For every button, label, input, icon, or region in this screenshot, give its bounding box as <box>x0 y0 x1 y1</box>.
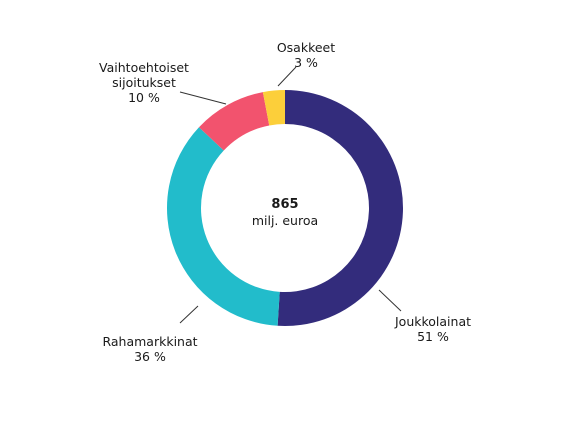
slice-name-label: Vaihtoehtoiset <box>99 60 189 75</box>
center-total: 865 <box>271 197 298 212</box>
slice-name-label: Joukkolainat <box>394 314 471 329</box>
center-unit: milj. euroa <box>252 213 318 228</box>
slice-name-label: Osakkeet <box>277 40 335 55</box>
leader-lines <box>179 66 402 324</box>
leader-line-joukkolainat <box>378 289 402 312</box>
slice-label-joukkolainat: Joukkolainat 51 % <box>394 314 471 344</box>
slice-labels: Joukkolainat 51 % Rahamarkkinat 36 % Vaihtoe… <box>99 40 471 364</box>
slice-value-label: 51 % <box>417 329 449 344</box>
slice-value-label: 36 % <box>134 349 166 364</box>
slice-label-vaihtoehtoiset-sijoitukset: Vaihtoehtoiset sijoitukset 10 % <box>99 60 189 105</box>
slice-value-label: 3 % <box>294 55 318 70</box>
slice-name-label: sijoitukset <box>112 75 176 90</box>
slice-vaihtoehtoiset-sijoitukset <box>198 92 270 151</box>
slice-osakkeet <box>262 90 285 126</box>
slice-joukkolainat <box>277 90 404 326</box>
leader-line-osakkeet <box>277 66 297 87</box>
slice-label-rahamarkkinat: Rahamarkkinat 36 % <box>102 334 197 364</box>
slice-value-label: 10 % <box>128 90 160 105</box>
donut-slices <box>166 90 404 326</box>
leader-line-vaihtoehtoiset-sijoitukset <box>179 91 227 105</box>
slice-rahamarkkinat <box>166 127 280 326</box>
slice-name-label: Rahamarkkinat <box>102 334 197 349</box>
slice-label-osakkeet: Osakkeet 3 % <box>277 40 335 70</box>
leader-line-rahamarkkinat <box>179 305 199 324</box>
